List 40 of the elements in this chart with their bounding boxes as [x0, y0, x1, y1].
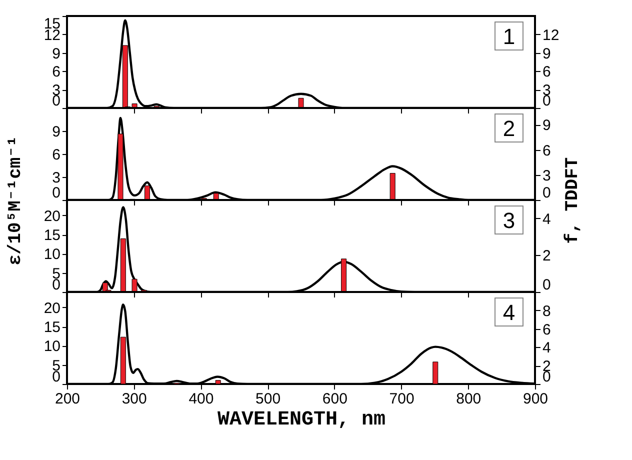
x-axis-title: WAVELENGTH, nm	[217, 408, 386, 432]
y-axis-title: ε/10⁵M⁻¹cm⁻¹	[6, 136, 26, 266]
y2-axis-title: f, TDDFT	[562, 157, 583, 244]
y2-tick-label: 6	[542, 321, 551, 338]
y2-tick-label: 2	[542, 248, 551, 265]
y2-tick-label: 9	[542, 45, 551, 62]
y-tick-label: 20	[44, 300, 60, 317]
y-tick-label: 10	[44, 246, 60, 264]
y2-tick-label: 12	[542, 26, 560, 44]
y-tick-label: 9	[52, 124, 60, 140]
annotation: 1	[502, 24, 516, 49]
y-tick-label: 9	[52, 45, 60, 62]
y-tick-label: 15	[44, 319, 60, 336]
y2-tick-label: 8	[542, 302, 551, 320]
y-tick-label: 10	[44, 338, 60, 356]
annotation: 2	[502, 116, 516, 141]
x-tick-label: 400	[188, 390, 214, 408]
y-tick-label: 6	[52, 64, 60, 81]
y-tick-label: 20	[44, 208, 60, 225]
x-tick-label: 800	[456, 390, 482, 408]
y-tick-label: 15	[44, 227, 60, 244]
y2-tick-label: 4	[542, 340, 551, 357]
y2-tick-label: 9	[542, 117, 551, 134]
x-tick-label: 500	[256, 390, 281, 408]
x-tick-label: 200	[54, 390, 80, 408]
annotation: 3	[502, 208, 516, 233]
y2-tick-label: 6	[542, 64, 551, 81]
y2-tick-label: 0	[542, 184, 551, 202]
y2-tick-label: 6	[542, 142, 551, 160]
y-tick-label: 3	[52, 170, 60, 186]
x-tick-label: 900	[522, 390, 548, 408]
y2-tick-label: 4	[542, 210, 551, 228]
x-tick-label: 300	[122, 390, 147, 408]
y2-tick-label: 0	[542, 276, 551, 294]
annotation: 4	[502, 300, 516, 325]
y-tick-label: 0	[52, 184, 60, 202]
x-tick-label: 600	[322, 390, 348, 408]
y-tick-label: 6	[52, 146, 60, 164]
y2-tick-label: 3	[542, 167, 551, 184]
x-tick-label: 700	[389, 390, 414, 408]
